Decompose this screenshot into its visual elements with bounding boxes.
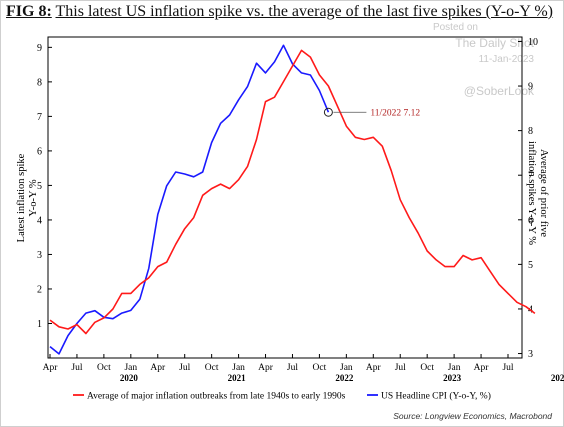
title-text: This latest US inflation spike vs. the a… — [55, 3, 554, 20]
plot-area — [47, 36, 523, 359]
right-axis-label-line1: Average of prior five — [538, 149, 549, 237]
watermark-posted-on: Posted on — [432, 22, 478, 33]
x-axis-month-label: Jan — [448, 363, 461, 373]
x-axis-month-label: Oct — [420, 363, 434, 373]
x-axis-month-label: Jul — [287, 363, 298, 373]
annotation-marker — [323, 107, 333, 117]
right-axis-tick-label: 9 — [528, 82, 533, 93]
left-axis-tick-label: 1 — [37, 319, 42, 330]
x-axis-month-label: Apr — [150, 363, 166, 373]
x-axis-month-label: Jan — [340, 363, 353, 373]
x-axis-month-label: Apr — [258, 363, 274, 373]
x-axis-month-label: Jul — [395, 363, 406, 373]
left-axis-label-line1: Latest inflation spike — [16, 153, 27, 242]
left-axis-tick-label: 8 — [37, 77, 42, 88]
x-axis-month-label: Jan — [124, 363, 137, 373]
x-axis-year-label: 2024 — [551, 373, 564, 383]
x-axis-year-label: 2021 — [228, 373, 247, 383]
source-note: Source: Longview Economics, Macrobond — [393, 411, 552, 421]
x-axis-month-label: Apr — [474, 363, 490, 373]
figure-number: FIG 8: — [6, 3, 52, 20]
left-axis-tick-label: 2 — [37, 284, 42, 295]
left-axis-tick-label: 5 — [37, 181, 42, 192]
left-axis-label-line2: Y-o-Y % — [28, 179, 39, 216]
left-axis-tick-label: 6 — [37, 146, 42, 157]
watermark-date: 11-Jan-2023 — [478, 54, 534, 65]
left-axis-tick-label: 9 — [37, 43, 42, 54]
chart-title: FIG 8: This latest US inflation spike vs… — [6, 3, 553, 21]
x-axis-year-label: 2022 — [335, 373, 354, 383]
x-axis-month-label: Oct — [313, 363, 327, 373]
x-axis-month-label: Jul — [71, 363, 82, 373]
series-line-us-cpi — [49, 44, 330, 355]
right-axis-tick-label: 6 — [528, 215, 533, 226]
x-axis-month-label: Jul — [502, 363, 513, 373]
x-axis-month-label: Apr — [43, 363, 59, 373]
x-axis-month-label: Oct — [205, 363, 219, 373]
x-axis-year-label: 2023 — [443, 373, 462, 383]
right-axis-tick-label: 8 — [528, 126, 533, 137]
right-axis-tick-label: 3 — [528, 349, 533, 360]
series-line-average-outbreaks — [49, 49, 536, 335]
x-axis-month-label: Apr — [366, 363, 382, 373]
x-axis-year-label: 2020 — [120, 373, 139, 383]
x-axis-month-label: Jan — [232, 363, 245, 373]
right-axis-tick-label: 7 — [528, 171, 533, 182]
legend-label-us-cpi: US Headline CPI (Y-o-Y, %) — [381, 391, 491, 402]
right-axis-tick-label: 5 — [528, 260, 533, 271]
legend-label-average-outbreaks: Average of major inflation outbreaks fro… — [87, 391, 346, 402]
x-axis-month-label: Jul — [179, 363, 190, 373]
right-axis-tick-label: 10 — [528, 37, 538, 48]
x-axis-month-label: Oct — [97, 363, 111, 373]
annotation-label: 11/2022 7.12 — [370, 109, 420, 119]
left-axis-tick-label: 3 — [37, 250, 42, 261]
left-axis-tick-label: 4 — [37, 215, 42, 226]
right-axis-label-line2: inflation spikes Y-o-Y % — [526, 141, 537, 245]
watermark-publisher: The Daily Shot — [455, 36, 534, 50]
watermark-handle: @SoberLook — [463, 84, 534, 98]
left-axis-tick-label: 7 — [37, 112, 42, 123]
